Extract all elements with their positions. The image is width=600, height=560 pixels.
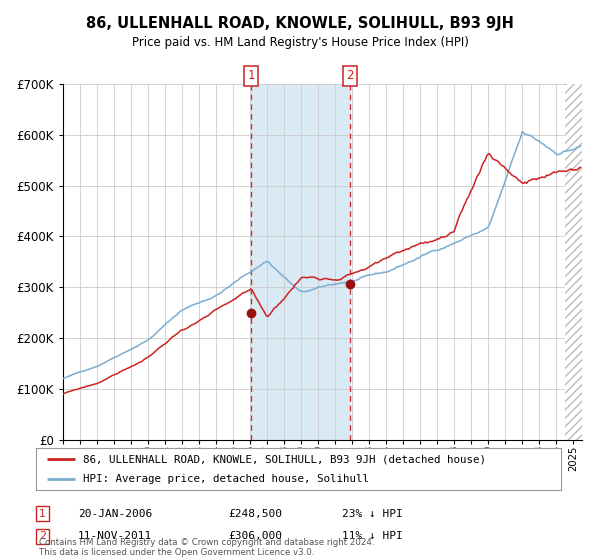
Text: 11% ↓ HPI: 11% ↓ HPI [342, 531, 403, 542]
Bar [251, 84, 350, 440]
Text: 20-JAN-2006: 20-JAN-2006 [78, 508, 152, 519]
Text: £306,000: £306,000 [228, 531, 282, 542]
Text: 1: 1 [39, 508, 46, 519]
Text: Contains HM Land Registry data © Crown copyright and database right 2024.
This d: Contains HM Land Registry data © Crown c… [39, 538, 374, 557]
Text: 1: 1 [247, 69, 255, 82]
Text: 86, ULLENHALL ROAD, KNOWLE, SOLIHULL, B93 9JH (detached house): 86, ULLENHALL ROAD, KNOWLE, SOLIHULL, B9… [83, 454, 486, 464]
Text: £248,500: £248,500 [228, 508, 282, 519]
Text: HPI: Average price, detached house, Solihull: HPI: Average price, detached house, Soli… [83, 474, 369, 484]
Text: 23% ↓ HPI: 23% ↓ HPI [342, 508, 403, 519]
Text: 86, ULLENHALL ROAD, KNOWLE, SOLIHULL, B93 9JH: 86, ULLENHALL ROAD, KNOWLE, SOLIHULL, B9… [86, 16, 514, 31]
Bar [565, 84, 582, 440]
Text: Price paid vs. HM Land Registry's House Price Index (HPI): Price paid vs. HM Land Registry's House … [131, 36, 469, 49]
Bar [565, 84, 582, 440]
Text: 2: 2 [346, 69, 353, 82]
Text: 11-NOV-2011: 11-NOV-2011 [78, 531, 152, 542]
Text: 2: 2 [39, 531, 46, 542]
